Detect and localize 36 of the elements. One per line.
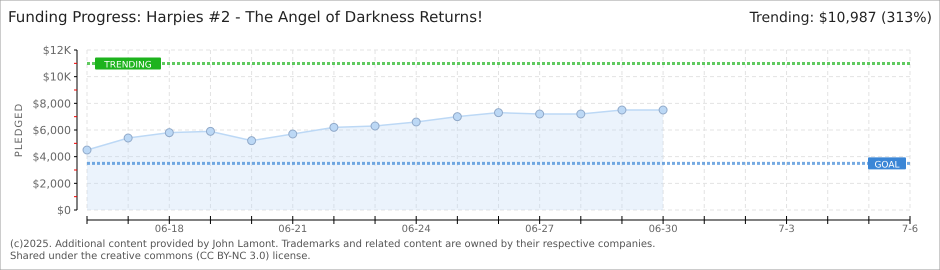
point	[617, 106, 626, 114]
text: (c)2025. Additional content provided by John Lamont. Trademarks and related content are owned by their respective companies.	[10, 239, 656, 250]
y-tick-label: $8,000	[32, 97, 71, 110]
y-tick-label: $10K	[42, 70, 72, 84]
x-tick-label: 06-27	[525, 224, 554, 235]
point	[412, 118, 421, 126]
y-tick-label: $6,000	[32, 124, 71, 137]
point	[247, 136, 256, 146]
text: Shared under the creative commons (CC BY-NC 3.0) license.	[10, 251, 311, 262]
chart-subtitle: Trending: $10,987 (313%)	[748, 10, 932, 26]
ref-line-label: GOAL	[874, 160, 900, 170]
point	[206, 126, 215, 136]
point	[658, 106, 668, 114]
ref-line-label: TRENDING	[103, 60, 152, 71]
x-tick-label: 06-30	[648, 224, 678, 235]
y-tick-label: $4,000	[32, 150, 71, 164]
x-tick-label: 7-3	[778, 224, 795, 235]
point	[82, 146, 92, 154]
point	[329, 122, 338, 132]
point	[576, 110, 586, 118]
chart-title: Funding Progress: Harpies #2 - The Angel of Darkness Returns!	[8, 8, 484, 26]
x-tick-label: 06-24	[402, 224, 431, 235]
x-tick-label: 06-18	[154, 224, 184, 235]
point	[535, 110, 544, 118]
point	[164, 128, 174, 138]
point	[370, 122, 380, 130]
y-tick-label: $12K	[42, 44, 72, 57]
point	[124, 134, 133, 142]
y-tick-label: $0	[57, 204, 71, 217]
y-axis-title: PLEDGED	[14, 102, 25, 158]
y-tick-label: $2,000	[32, 177, 71, 190]
x-tick-label: 06-21	[278, 224, 308, 235]
point	[288, 130, 298, 138]
x-tick-label: 7-6	[902, 224, 918, 235]
point	[452, 112, 462, 122]
point	[494, 108, 503, 118]
